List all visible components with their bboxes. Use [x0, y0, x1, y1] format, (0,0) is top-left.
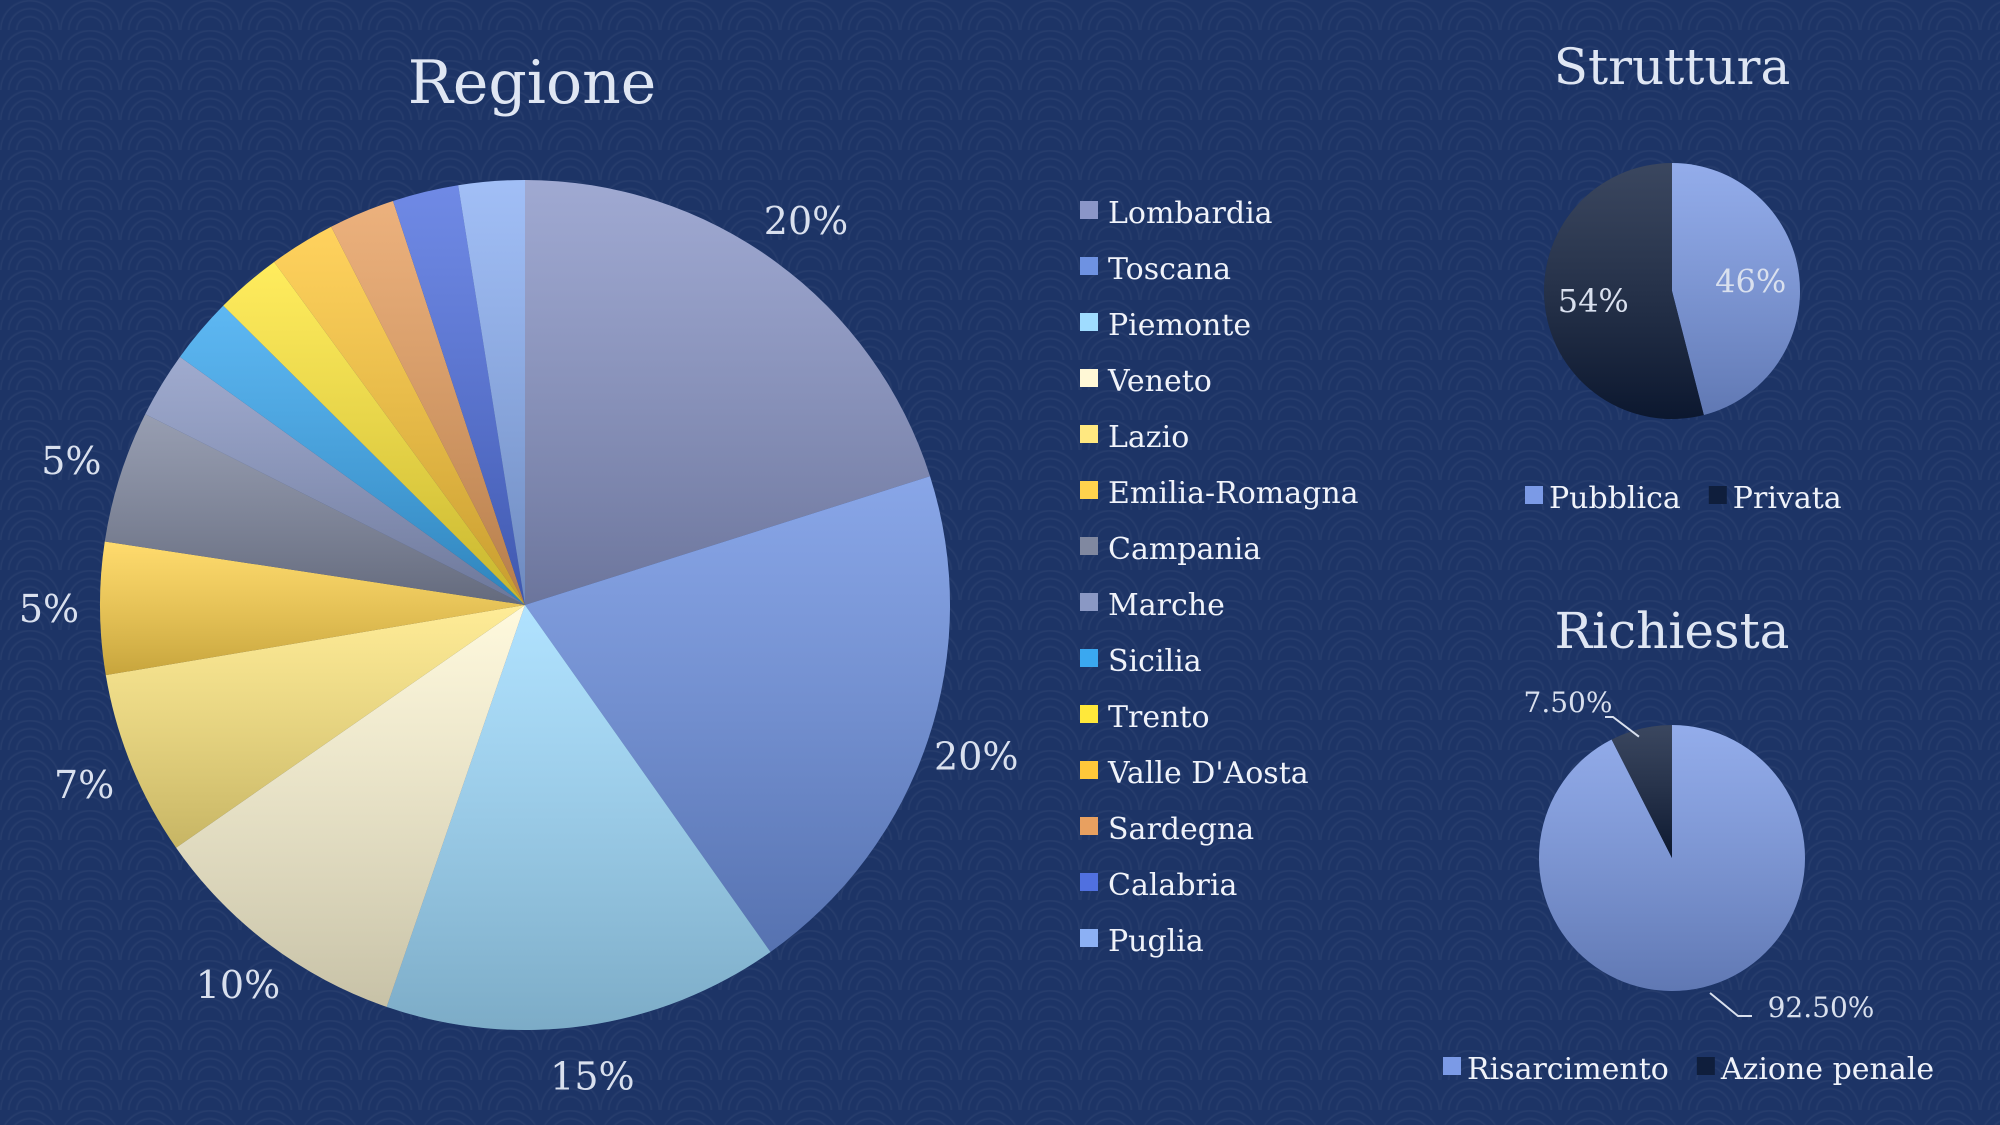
- pie-regione: [100, 180, 950, 1030]
- legend-label-piemonte: Piemonte: [1108, 308, 1251, 343]
- data-label-lombardia: 20%: [764, 199, 848, 243]
- legend-label-sicilia: Sicilia: [1108, 644, 1202, 679]
- data-label-toscana: 20%: [934, 735, 1018, 779]
- legend-swatch-marche: [1080, 593, 1098, 611]
- data-label-risarcimento: 92.50%: [1768, 991, 1875, 1024]
- legend-swatch-risarcimento: [1443, 1057, 1461, 1075]
- data-labels-struttura: 46% 54%: [1558, 262, 1787, 320]
- legend-swatch-toscana: [1080, 257, 1098, 275]
- legend-label-campania: Campania: [1108, 532, 1261, 567]
- data-label-azione-penale: 7.50%: [1524, 686, 1613, 719]
- chart-title-struttura: Struttura: [1554, 38, 1791, 96]
- legend-swatch-sicilia: [1080, 649, 1098, 667]
- legend-swatch-privata: [1708, 486, 1727, 504]
- legend-swatch-lombardia: [1080, 201, 1098, 219]
- legend-label-trento: Trento: [1108, 700, 1210, 735]
- legend-richiesta: Risarcimento Azione penale: [1443, 1052, 1934, 1087]
- leader-line-risarcimento: [1709, 992, 1752, 1017]
- legend-swatch-emilia-romagna: [1080, 481, 1098, 499]
- data-labels-richiesta: 92.50% 7.50%: [1524, 686, 1875, 1024]
- legend-label-lombardia: Lombardia: [1108, 196, 1273, 231]
- legend-swatch-sardegna: [1080, 817, 1098, 835]
- legend-label-toscana: Toscana: [1108, 252, 1231, 287]
- chart-title-richiesta: Richiesta: [1555, 602, 1790, 660]
- legend-label-risarcimento: Risarcimento: [1467, 1052, 1669, 1087]
- legend-label-marche: Marche: [1108, 588, 1225, 623]
- data-label-piemonte: 15%: [550, 1055, 634, 1099]
- legend-swatch-azione-penale: [1696, 1057, 1715, 1075]
- legend-label-sardegna: Sardegna: [1108, 812, 1254, 847]
- legend-label-emilia-romagna: Emilia-Romagna: [1108, 476, 1359, 511]
- legend-label-puglia: Puglia: [1108, 924, 1204, 959]
- legend-label-pubblica: Pubblica: [1549, 481, 1681, 516]
- legend-regione: Lombardia Toscana Piemonte Veneto Lazio Emili…: [1080, 196, 1359, 959]
- legend-struttura: Pubblica Privata: [1525, 481, 1842, 516]
- legend-swatch-lazio: [1080, 425, 1098, 443]
- legend-label-calabria: Calabria: [1108, 868, 1237, 903]
- data-label-campania: 5%: [41, 439, 101, 483]
- data-label-lazio: 7%: [54, 763, 114, 807]
- data-label-pubblica: 46%: [1715, 262, 1786, 300]
- leader-line-azione-penale: [1605, 716, 1640, 738]
- legend-swatch-campania: [1080, 537, 1098, 555]
- legend-swatch-piemonte: [1080, 313, 1098, 331]
- legend-swatch-veneto: [1080, 369, 1098, 387]
- legend-swatch-puglia: [1080, 929, 1098, 947]
- legend-label-azione-penale: Azione penale: [1720, 1052, 1934, 1087]
- legend-swatch-valle-d-aosta: [1080, 761, 1098, 779]
- pie-richiesta: [1539, 725, 1805, 991]
- legend-label-valle-d-aosta: Valle D'Aosta: [1107, 756, 1309, 791]
- chart-title-regione: Regione: [408, 48, 657, 118]
- data-labels-regione: 20% 20% 15% 10% 7% 5% 5%: [19, 199, 1019, 1098]
- legend-label-veneto: Veneto: [1107, 364, 1212, 399]
- data-label-emilia-romagna: 5%: [19, 587, 79, 631]
- legend-label-privata: Privata: [1733, 481, 1842, 516]
- data-label-privata: 54%: [1558, 282, 1629, 320]
- data-label-veneto: 10%: [196, 963, 280, 1007]
- legend-label-lazio: Lazio: [1108, 420, 1189, 455]
- legend-swatch-calabria: [1080, 873, 1098, 891]
- legend-swatch-pubblica: [1525, 486, 1543, 504]
- legend-swatch-trento: [1080, 705, 1098, 723]
